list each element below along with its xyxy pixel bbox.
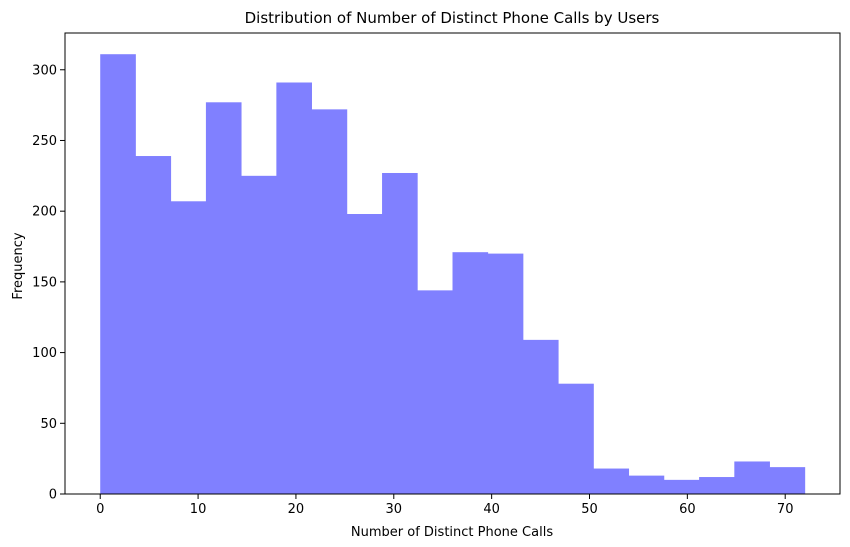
histogram-bar [170, 201, 207, 494]
plot-frame [64, 32, 841, 495]
y-tick-label: 100 [32, 346, 57, 361]
histogram-bar [593, 468, 630, 494]
histogram-bar [241, 175, 277, 495]
y-tick-label: 300 [32, 63, 57, 78]
y-tick-label: 0 [49, 488, 57, 503]
chart-title: Distribution of Number of Distinct Phone… [245, 9, 660, 27]
histogram-bar [734, 461, 770, 494]
x-axis-label: Number of Distinct Phone Calls [351, 525, 553, 540]
x-tick-label: 70 [777, 502, 794, 517]
histogram-bar [663, 479, 700, 494]
histogram-bar [558, 383, 594, 494]
x-tick-label: 0 [96, 502, 104, 517]
x-tick-label: 20 [288, 502, 305, 517]
histogram-bar [135, 156, 172, 495]
histogram-bar [417, 290, 453, 494]
histogram-bar [452, 252, 489, 494]
y-tick-label: 250 [32, 134, 57, 149]
y-tick-label: 150 [32, 275, 57, 290]
histogram-bar [100, 54, 136, 494]
x-tick-label: 50 [581, 502, 598, 517]
histogram-bar [628, 475, 665, 494]
histogram-bar [346, 214, 383, 494]
x-tick-label: 40 [483, 502, 500, 517]
histogram-bar [311, 109, 348, 494]
histogram-bar [382, 172, 418, 494]
x-tick-label: 10 [190, 502, 207, 517]
histogram-bar [276, 82, 312, 494]
x-tick-label: 60 [679, 502, 696, 517]
x-tick-label: 30 [386, 502, 403, 517]
histogram-bar [487, 253, 524, 494]
histogram-bar [769, 467, 806, 494]
histogram-bar [522, 339, 559, 494]
histogram-bar [205, 102, 242, 494]
axes-group: 0 10 20 30 40 50 60 70 0 50 100 150 200 250 300 [32, 32, 841, 517]
histogram-bar [699, 477, 735, 494]
y-axis-label: Frequency [11, 232, 26, 299]
bars-group [100, 54, 806, 495]
y-tick-label: 200 [32, 205, 57, 220]
y-tick-label: 50 [40, 417, 57, 432]
